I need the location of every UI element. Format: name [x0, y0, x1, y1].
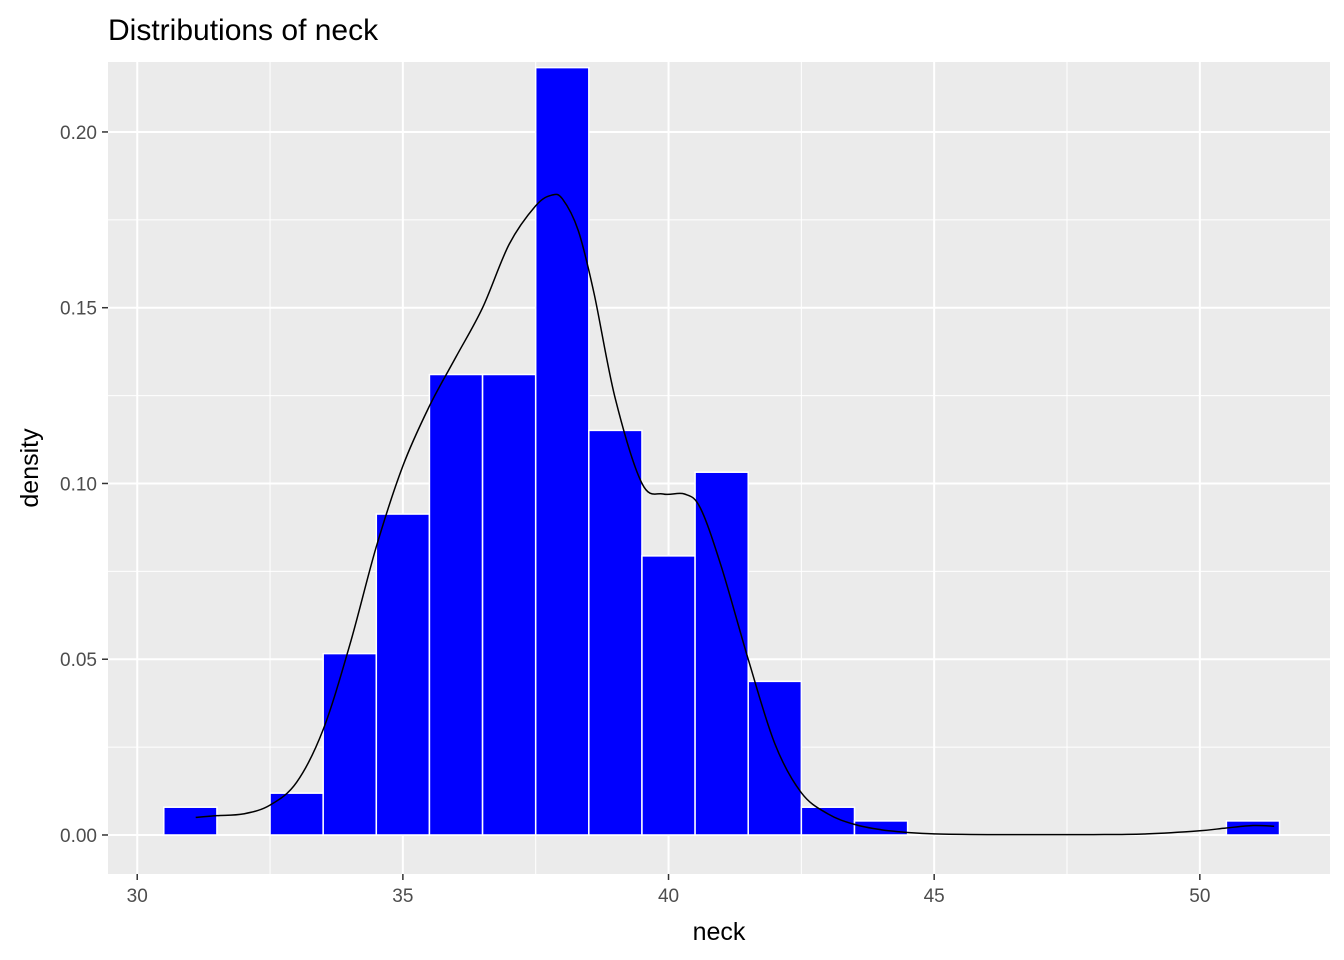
y-tick-label: 0.20 — [60, 123, 97, 144]
x-axis: 30 35 40 45 50 — [127, 874, 1210, 907]
histogram-bar — [322, 652, 378, 836]
y-tick-label: 0.00 — [60, 826, 97, 847]
y-tick-label: 0.10 — [60, 474, 97, 495]
histogram-bar — [1225, 820, 1281, 836]
chart-title: Distributions of neck — [108, 14, 379, 47]
histogram-bar — [428, 373, 484, 836]
x-axis-title: neck — [693, 918, 746, 946]
x-tick-label: 35 — [392, 886, 413, 907]
histogram-bar — [588, 429, 643, 836]
histogram-bar — [481, 373, 537, 836]
histogram-bar — [694, 471, 749, 836]
x-tick-label: 30 — [127, 886, 148, 907]
y-tick-label: 0.15 — [60, 299, 97, 320]
histogram-bar — [534, 66, 590, 836]
density-curve — [195, 193, 1275, 836]
x-tick-label: 40 — [658, 886, 679, 907]
x-tick-label: 45 — [924, 886, 945, 907]
y-axis-title: density — [16, 428, 44, 508]
histogram-bar — [800, 806, 856, 836]
y-axis: 0.00 0.05 0.10 0.15 0.20 — [60, 123, 108, 847]
histogram-bar — [747, 680, 803, 836]
histogram-bar — [641, 555, 696, 836]
histogram-bar — [375, 513, 431, 836]
y-tick-label: 0.05 — [60, 650, 97, 671]
histogram-bar — [163, 806, 218, 836]
x-tick-label: 50 — [1189, 886, 1210, 907]
histogram-bar — [853, 820, 909, 836]
